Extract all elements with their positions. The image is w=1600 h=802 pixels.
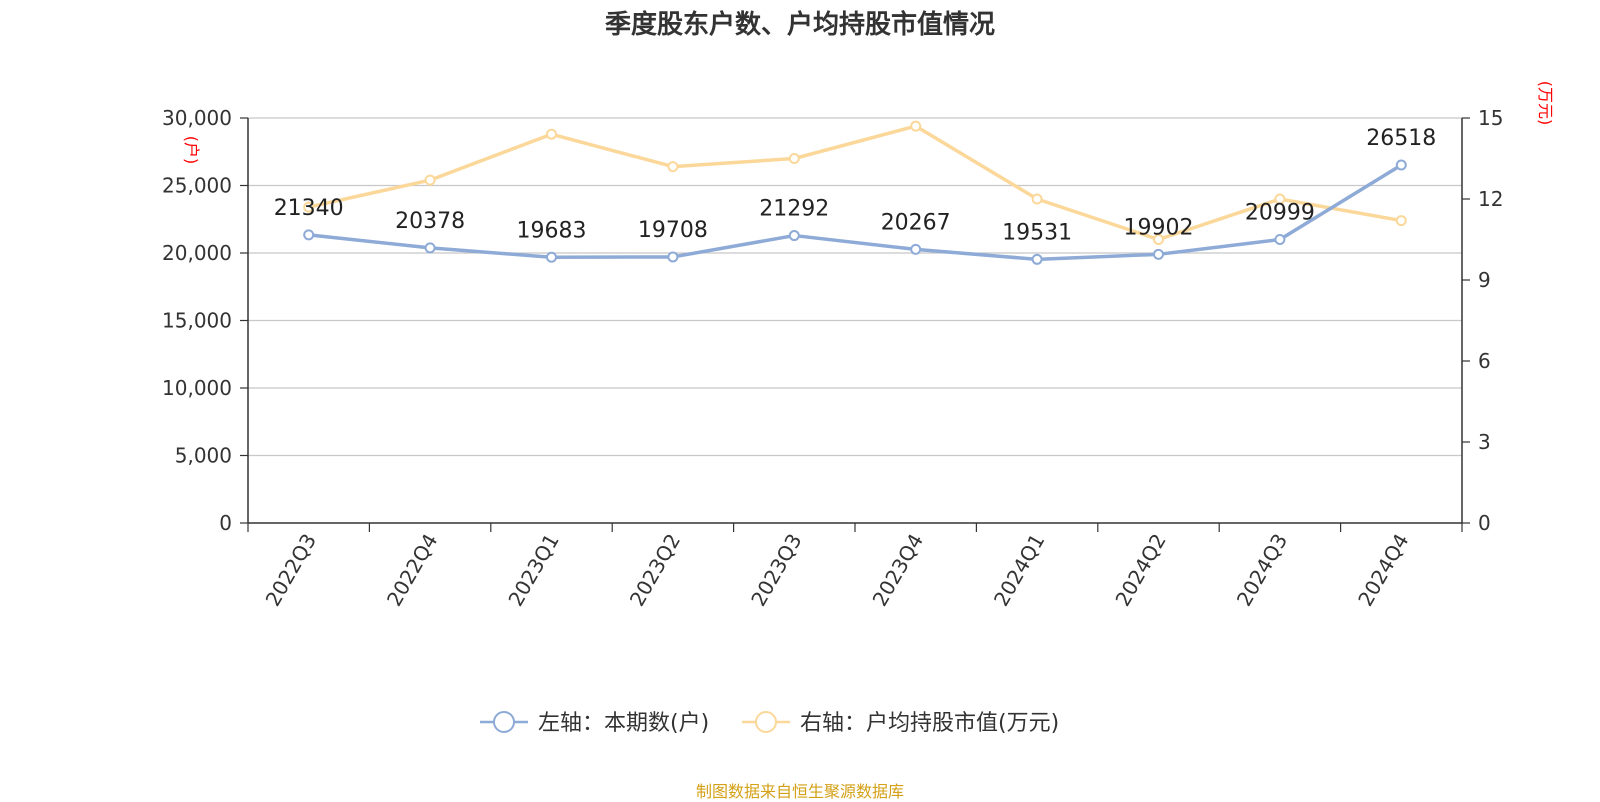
left-axis-unit: (户) bbox=[182, 136, 201, 165]
legend-label: 左轴：本期数(户) bbox=[538, 711, 709, 736]
series-line-right bbox=[308, 124, 1402, 242]
point-right bbox=[424, 174, 436, 186]
left-axis-tick-label: 5,000 bbox=[175, 444, 232, 468]
chart-title: 季度股东户数、户均持股市值情况 bbox=[604, 10, 995, 40]
point-left bbox=[1153, 248, 1164, 260]
series-lines bbox=[303, 120, 1407, 265]
data-label: 19531 bbox=[1002, 220, 1072, 245]
x-axis-tick-label: 2023Q4 bbox=[868, 530, 928, 611]
legend[interactable]: 左轴：本期数(户) 右轴：户均持股市值(万元) bbox=[480, 711, 1059, 736]
point-right bbox=[910, 120, 922, 132]
right-axis-tick-label: 12 bbox=[1478, 187, 1503, 211]
point-right bbox=[1153, 234, 1164, 245]
point-right bbox=[546, 128, 557, 140]
point-right bbox=[788, 153, 800, 164]
x-axis-tick-label: 2024Q3 bbox=[1232, 530, 1292, 611]
point-left bbox=[424, 242, 436, 254]
point-left bbox=[667, 251, 679, 263]
x-axis-tick-label: 2023Q3 bbox=[746, 530, 806, 611]
left-axis-tick-label: 10,000 bbox=[162, 376, 232, 400]
data-label: 21340 bbox=[274, 196, 344, 221]
x-axis-tick-label: 2024Q1 bbox=[989, 530, 1049, 611]
right-axis-tick-label: 15 bbox=[1478, 106, 1503, 130]
point-right bbox=[667, 161, 679, 173]
legend-item-left[interactable]: 左轴：本期数(户) bbox=[480, 711, 709, 736]
right-axis-tick-label: 6 bbox=[1478, 349, 1491, 373]
legend-marker bbox=[493, 711, 515, 733]
x-axis-tick-label: 2022Q3 bbox=[261, 530, 321, 611]
left-axis-tick-label: 25,000 bbox=[162, 174, 232, 198]
point-right bbox=[1274, 193, 1286, 205]
point-left bbox=[1031, 253, 1043, 265]
data-label: 19708 bbox=[638, 218, 708, 243]
grid-lines bbox=[248, 117, 1462, 457]
point-right bbox=[303, 201, 315, 213]
point-left bbox=[910, 243, 922, 255]
series-line-left bbox=[308, 163, 1403, 262]
axes: 0 5,000 10,000 15,000 20,000 25,000 30,000 0 3 6 9… bbox=[162, 81, 1555, 610]
source-note: 制图数据来自恒生聚源数据库 bbox=[695, 782, 904, 801]
x-axis-tick-label: 2023Q1 bbox=[503, 530, 563, 611]
right-axis-tick-label: 3 bbox=[1478, 430, 1491, 454]
data-label: 19902 bbox=[1124, 215, 1194, 240]
data-label: 20267 bbox=[881, 210, 951, 235]
point-left bbox=[788, 230, 800, 242]
right-axis-tick-label: 9 bbox=[1478, 268, 1491, 292]
right-axis-unit: (万元) bbox=[1536, 81, 1555, 126]
point-left bbox=[1274, 234, 1286, 246]
point-left bbox=[1395, 159, 1407, 171]
left-axis-tick-label: 20,000 bbox=[162, 241, 232, 265]
data-label: 19683 bbox=[517, 218, 587, 243]
legend-marker bbox=[755, 711, 777, 733]
legend-label: 右轴：户均持股市值(万元) bbox=[800, 711, 1059, 736]
left-axis-tick-label: 15,000 bbox=[162, 309, 232, 333]
x-axis-tick-label: 2024Q2 bbox=[1110, 530, 1170, 611]
data-label: 20378 bbox=[395, 209, 465, 234]
x-axis-tick-label: 2024Q4 bbox=[1353, 530, 1413, 611]
data-label: 26518 bbox=[1366, 126, 1436, 151]
point-left bbox=[546, 251, 557, 263]
left-axis-tick-label: 0 bbox=[219, 511, 232, 535]
legend-item-right[interactable]: 右轴：户均持股市值(万元) bbox=[742, 711, 1059, 736]
x-axis-tick-label: 2023Q2 bbox=[625, 530, 685, 611]
data-label: 20999 bbox=[1245, 201, 1315, 226]
x-axis-tick-label: 2022Q4 bbox=[382, 530, 442, 611]
point-left bbox=[303, 229, 315, 241]
point-right bbox=[1031, 193, 1043, 205]
left-axis-tick-label: 30,000 bbox=[162, 106, 232, 130]
data-label: 21292 bbox=[759, 197, 829, 222]
right-axis-tick-label: 0 bbox=[1478, 511, 1491, 535]
data-labels: 21340 20378 19683 19708 21292 20267 19531 19902… bbox=[274, 126, 1437, 245]
point-right bbox=[1395, 215, 1407, 227]
